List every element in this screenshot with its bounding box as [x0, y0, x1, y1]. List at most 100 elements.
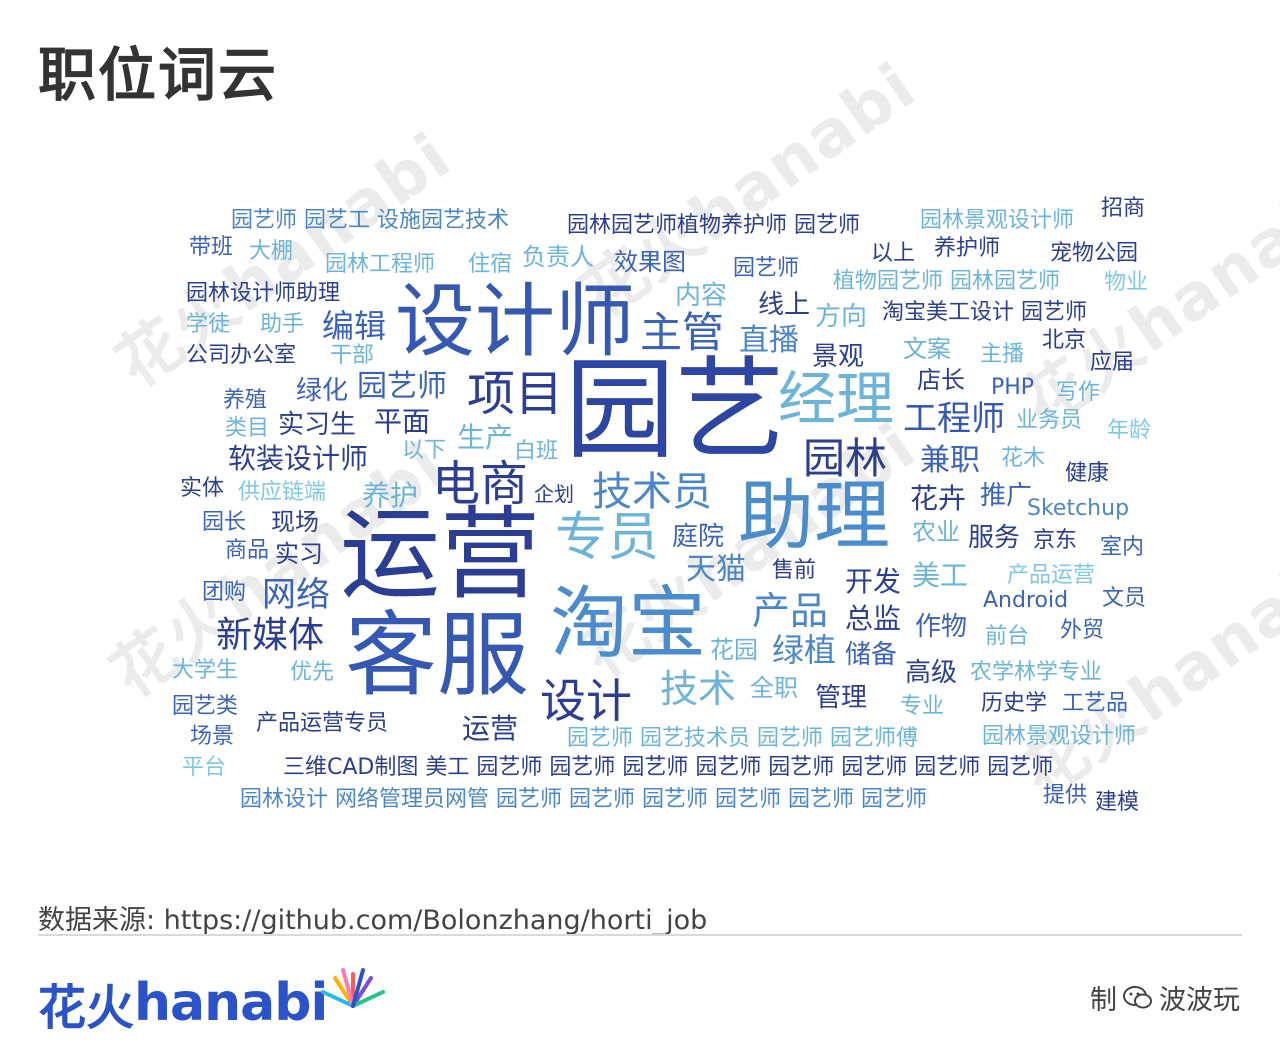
cloud-word: 学徒	[186, 312, 231, 337]
cloud-word: 推广	[980, 481, 1033, 511]
cloud-word: 主管	[640, 308, 725, 357]
cloud-word: 北京	[1042, 328, 1087, 353]
cloud-word: 农业	[912, 518, 960, 546]
cloud-word: 产品运营专员	[256, 711, 389, 736]
cloud-word: 产品运营	[1007, 563, 1096, 588]
cloud-word: 年龄	[1107, 418, 1152, 443]
cloud-word: Sketchup	[1027, 496, 1130, 521]
cloud-word: 前台	[985, 624, 1030, 649]
cloud-word: 室内	[1100, 535, 1145, 560]
cloud-word: 工艺品	[1062, 691, 1129, 716]
cloud-word: 宠物公园	[1050, 241, 1139, 266]
cloud-word: 大棚	[249, 239, 294, 264]
cloud-word: 招商	[1101, 196, 1146, 221]
cloud-word: 养护	[362, 479, 419, 512]
cloud-word: Android	[983, 588, 1069, 613]
cloud-word: 内容	[675, 281, 728, 311]
data-source-text: 数据来源: https://github.com/Bolonzhang/hort…	[38, 905, 708, 936]
cloud-word: 园林	[803, 434, 888, 483]
cloud-word: 全职	[750, 674, 798, 702]
cloud-word: 电商	[432, 456, 529, 512]
cloud-word: 助手	[260, 312, 305, 337]
cloud-word: 效果图	[614, 248, 686, 276]
cloud-word: 网络	[262, 575, 330, 615]
cloud-word: 实习生	[278, 410, 357, 440]
cloud-word: 养护师	[934, 236, 1001, 261]
cloud-word: 作物	[915, 612, 968, 642]
cloud-word: 外贸	[1060, 618, 1105, 643]
cloud-word: 产品	[752, 589, 829, 633]
cloud-word: 园艺类	[172, 694, 239, 719]
cloud-word: 技术	[660, 667, 737, 711]
cloud-word: 供应链端	[238, 480, 327, 505]
cloud-word: 技术员	[592, 469, 712, 515]
cloud-word: 实习	[275, 540, 323, 568]
credit-account: 波波玩	[1159, 985, 1240, 1016]
cloud-word: 售前	[772, 558, 817, 583]
cloud-word: 园艺师 园艺技术员 园艺师 园艺师傅	[567, 726, 918, 751]
cloud-word: 客服	[345, 602, 530, 709]
cloud-word: 专业	[900, 694, 945, 719]
cloud-word: 庭院	[672, 522, 725, 552]
cloud-word: 现场	[271, 508, 319, 536]
cloud-word: 场景	[190, 724, 235, 749]
logo-chinese-text: 花火	[38, 980, 135, 1036]
cloud-word: 园林工程师	[325, 252, 436, 277]
cloud-word: 助理	[738, 471, 890, 560]
wechat-icon	[1123, 985, 1153, 1018]
cloud-word: 类目	[225, 416, 270, 441]
cloud-word: 团购	[202, 580, 247, 605]
cloud-word: 服务	[968, 523, 1021, 553]
cloud-word: 编辑	[322, 307, 387, 345]
cloud-word: 花木	[1001, 446, 1046, 471]
hanabi-logo: 花火hanabi	[38, 968, 385, 1038]
cloud-word: 园长	[202, 510, 247, 535]
cloud-word: 主播	[980, 342, 1025, 367]
cloud-word: 项目	[467, 366, 564, 422]
cloud-word: 兼职	[920, 443, 980, 478]
cloud-word: 天猫	[686, 552, 746, 587]
cloud-word: 储备	[845, 640, 898, 670]
cloud-word: 写作	[1056, 380, 1101, 405]
cloud-word: 建模	[1095, 790, 1140, 815]
cloud-word: 高级	[905, 658, 958, 688]
cloud-word: 工程师	[903, 399, 1005, 439]
cloud-word: 园艺师	[733, 256, 800, 281]
cloud-word: 公司办公室	[186, 343, 297, 368]
cloud-word: 三维CAD制图 美工 园艺师 园艺师 园艺师 园艺师 园艺师 园艺师 园艺师 园…	[283, 755, 1054, 780]
cloud-word: 物业	[1104, 270, 1149, 295]
cloud-word: 提供	[1043, 783, 1088, 808]
cloud-word: 新媒体	[216, 615, 325, 656]
cloud-word: 园艺师 园艺工 设施园艺技术	[231, 208, 509, 233]
cloud-word: 实体	[180, 476, 225, 501]
cloud-word: 应届	[1090, 350, 1135, 375]
cloud-word: 设计	[540, 674, 632, 728]
cloud-word: 直播	[739, 323, 799, 358]
cloud-word: 京东	[1033, 528, 1078, 553]
cloud-word: 文员	[1102, 586, 1147, 611]
word-cloud: 园艺 运营 客服 设计师 淘宝 助理 经理 专员 电商 项目 主管 园林 技术员 设计 技术 新媒体 产品 工程师…	[172, 196, 1152, 815]
cloud-word: 历史学	[981, 691, 1048, 716]
cloud-word: 经理	[778, 365, 895, 433]
cloud-word: 专员	[555, 508, 660, 568]
page-title: 职位词云	[38, 41, 279, 109]
cloud-word: 绿化	[296, 376, 349, 406]
cloud-word: 负责人	[522, 243, 594, 271]
cloud-word: 总监	[845, 602, 902, 635]
credit: 制 波波玩	[1090, 978, 1240, 1018]
cloud-word: 店长	[917, 366, 965, 394]
cloud-word: 白班	[514, 439, 559, 464]
cloud-word: 软装设计师	[228, 442, 369, 475]
cloud-word: 以下	[402, 438, 447, 463]
firework-icon	[321, 968, 385, 1008]
logo-english-text: hanabi	[134, 973, 328, 1033]
cloud-word: 优先	[290, 660, 335, 685]
cloud-word: 园林设计师助理	[186, 281, 341, 306]
cloud-word: 企划	[534, 482, 574, 506]
cloud-word: 园艺	[565, 346, 785, 474]
cloud-word: 花卉	[910, 482, 967, 515]
cloud-word: 健康	[1065, 461, 1110, 486]
cloud-word: 平台	[182, 755, 227, 780]
cloud-word: 住宿	[468, 252, 513, 277]
cloud-word: 淘宝美工设计 园艺师	[882, 300, 1087, 325]
